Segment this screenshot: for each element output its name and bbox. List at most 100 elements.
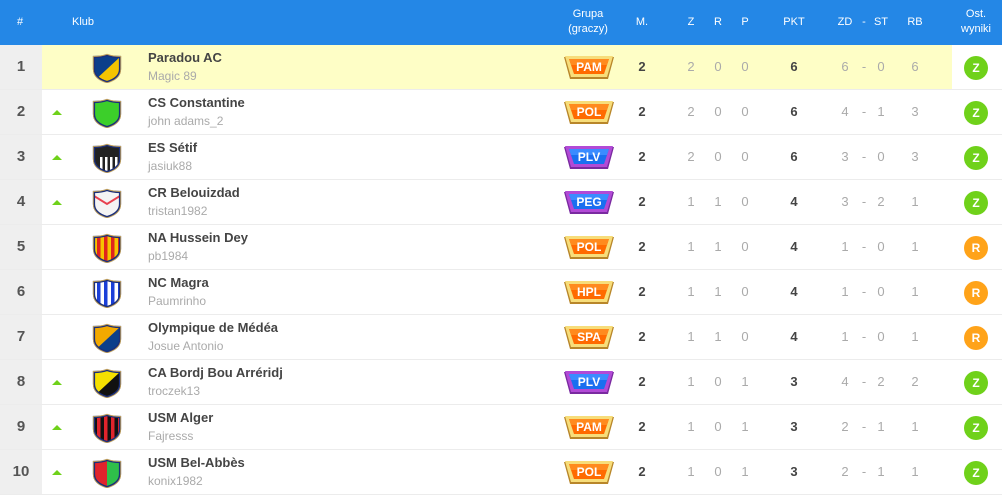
last-result-badge[interactable]: Z xyxy=(964,461,988,485)
last-result-badge[interactable]: Z xyxy=(964,101,988,125)
stat-st: 0 xyxy=(877,239,885,254)
stat-zd: 3 xyxy=(841,194,849,209)
last-result-badge[interactable]: Z xyxy=(964,191,988,215)
trend-up-icon xyxy=(52,155,62,160)
group-label: POL xyxy=(576,240,602,254)
table-row[interactable]: 5 NA Hussein Dey pb1984 POL 2 1 1 0 4 1-0 1 R xyxy=(0,225,1002,270)
last-result-badge[interactable]: Z xyxy=(964,56,988,80)
stat-r: 1 xyxy=(714,284,722,299)
group-badge[interactable]: PAM xyxy=(563,55,615,80)
stat-zd: 1 xyxy=(841,284,849,299)
stat-r: 0 xyxy=(714,419,722,434)
club-name[interactable]: CS Constantine xyxy=(148,95,245,110)
stat-dash: - xyxy=(861,284,867,299)
club-crest-icon xyxy=(92,98,122,129)
stat-r: 0 xyxy=(714,374,722,389)
club-name[interactable]: NA Hussein Dey xyxy=(148,230,248,245)
stat-p: 1 xyxy=(741,419,749,434)
player-name[interactable]: Fajresss xyxy=(148,429,194,443)
header-matches: M. xyxy=(635,16,649,28)
table-row[interactable]: 6 NC Magra Paumrinho HPL 2 1 1 0 4 1-0 1 R xyxy=(0,270,1002,315)
stat-z: 1 xyxy=(687,284,695,299)
header-goals-against: ST xyxy=(873,16,889,28)
club-name[interactable]: Paradou AC xyxy=(148,50,222,65)
rank: 8 xyxy=(0,360,42,404)
club-crest-icon xyxy=(92,413,122,444)
group-label: PLV xyxy=(577,150,601,164)
stat-m: 2 xyxy=(638,464,646,479)
header-goal-diff: RB xyxy=(907,16,923,28)
stat-rb: 1 xyxy=(911,329,919,344)
club-name[interactable]: Olympique de Médéa xyxy=(148,320,279,335)
table-row[interactable]: 3 ES Sétif jasiuk88 PLV 2 2 0 0 6 3-0 3 Z xyxy=(0,135,1002,180)
club-crest-icon xyxy=(92,143,122,174)
stat-p: 0 xyxy=(741,194,749,209)
last-result-badge[interactable]: R xyxy=(964,236,988,260)
group-badge[interactable]: POL xyxy=(563,460,615,485)
rank: 4 xyxy=(0,180,42,224)
last-result-badge[interactable]: Z xyxy=(964,371,988,395)
stat-r: 0 xyxy=(714,464,722,479)
player-name[interactable]: tristan1982 xyxy=(148,204,208,218)
player-name[interactable]: jasiuk88 xyxy=(148,159,193,173)
club-name[interactable]: USM Alger xyxy=(148,410,214,425)
club-name[interactable]: USM Bel-Abbès xyxy=(148,455,245,470)
table-row[interactable]: 9 USM Alger Fajresss PAM 2 1 0 1 3 2-1 1 Z xyxy=(0,405,1002,450)
group-label: PLV xyxy=(577,375,601,389)
stat-p: 0 xyxy=(741,239,749,254)
last-result-badge[interactable]: Z xyxy=(964,146,988,170)
stat-rb: 6 xyxy=(911,59,919,74)
player-name[interactable]: Josue Antonio xyxy=(148,339,224,353)
club-name[interactable]: ES Sétif xyxy=(148,140,198,155)
stat-m: 2 xyxy=(638,239,646,254)
club-crest-icon xyxy=(92,53,122,84)
table-row[interactable]: 8 CA Bordj Bou Arréridj troczek13 PLV 2 1 0… xyxy=(0,360,1002,405)
table-row[interactable]: 4 CR Belouizdad tristan1982 PEG 2 1 1 0 4 3-2 1… xyxy=(0,180,1002,225)
group-badge[interactable]: PLV xyxy=(563,145,615,170)
rank: 10 xyxy=(0,450,42,494)
stat-pkt: 4 xyxy=(790,239,798,254)
player-name[interactable]: pb1984 xyxy=(148,249,189,263)
stat-dash: - xyxy=(861,329,867,344)
group-badge[interactable]: HPL xyxy=(563,280,615,305)
player-name[interactable]: troczek13 xyxy=(148,384,201,398)
group-badge[interactable]: PAM xyxy=(563,415,615,440)
stat-zd: 4 xyxy=(841,104,849,119)
stat-z: 1 xyxy=(687,464,695,479)
table-row[interactable]: 1 Paradou AC Magic 89 PAM 2 2 0 0 6 6-0 6 Z xyxy=(0,45,1002,90)
stat-st: 0 xyxy=(877,59,885,74)
player-name[interactable]: john adams_2 xyxy=(148,114,224,128)
stat-st: 1 xyxy=(877,464,885,479)
group-label: PEG xyxy=(576,195,602,209)
table-row[interactable]: 2 CS Constantine john adams_2 POL 2 2 0 0 6 4-… xyxy=(0,90,1002,135)
stat-r: 1 xyxy=(714,239,722,254)
last-result-badge[interactable]: R xyxy=(964,281,988,305)
player-name[interactable]: Magic 89 xyxy=(148,69,197,83)
group-badge[interactable]: PEG xyxy=(563,190,615,215)
rank: 3 xyxy=(0,135,42,179)
club-name[interactable]: CA Bordj Bou Arréridj xyxy=(148,365,283,380)
stat-z: 2 xyxy=(687,149,695,164)
stat-m: 2 xyxy=(638,59,646,74)
stat-p: 1 xyxy=(741,374,749,389)
player-name[interactable]: konix1982 xyxy=(148,474,203,488)
last-result-badge[interactable]: Z xyxy=(964,416,988,440)
stat-rb: 1 xyxy=(911,464,919,479)
stat-pkt: 6 xyxy=(790,104,798,119)
group-badge[interactable]: PLV xyxy=(563,370,615,395)
club-name[interactable]: NC Magra xyxy=(148,275,209,290)
stat-p: 0 xyxy=(741,284,749,299)
group-badge[interactable]: POL xyxy=(563,235,615,260)
stat-rb: 1 xyxy=(911,419,919,434)
club-crest-icon xyxy=(92,278,122,309)
stat-st: 1 xyxy=(877,104,885,119)
group-badge[interactable]: POL xyxy=(563,100,615,125)
table-row[interactable]: 10 USM Bel-Abbès konix1982 POL 2 1 0 1 3 2-1 1 Z xyxy=(0,450,1002,495)
group-badge[interactable]: SPA xyxy=(563,325,615,350)
stat-z: 1 xyxy=(687,239,695,254)
club-name[interactable]: CR Belouizdad xyxy=(148,185,240,200)
last-result-badge[interactable]: R xyxy=(964,326,988,350)
table-row[interactable]: 7 Olympique de Médéa Josue Antonio SPA 2 1… xyxy=(0,315,1002,360)
player-name[interactable]: Paumrinho xyxy=(148,294,207,308)
club-crest-icon xyxy=(92,368,122,399)
